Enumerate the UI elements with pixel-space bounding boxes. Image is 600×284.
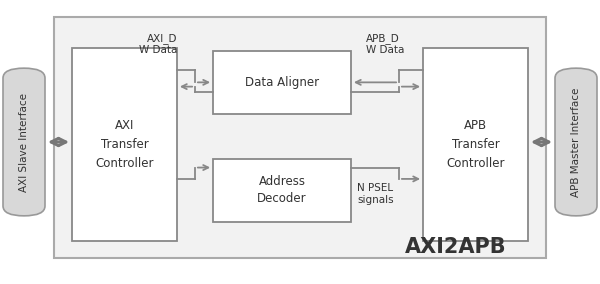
Text: AXI2APB: AXI2APB bbox=[405, 237, 507, 257]
Bar bbox=[423, 48, 528, 241]
Text: Data Aligner: Data Aligner bbox=[245, 76, 319, 89]
Bar bbox=[54, 17, 546, 258]
FancyBboxPatch shape bbox=[555, 68, 597, 216]
Text: Address
Decoder: Address Decoder bbox=[257, 175, 307, 205]
Text: AXI_D
W Data: AXI_D W Data bbox=[139, 33, 177, 55]
Text: APB
Transfer
Controller: APB Transfer Controller bbox=[446, 119, 505, 170]
Bar bbox=[213, 159, 351, 222]
Text: AXI
Transfer
Controller: AXI Transfer Controller bbox=[95, 119, 154, 170]
Text: N PSEL
signals: N PSEL signals bbox=[357, 183, 394, 205]
Text: APB Master Interface: APB Master Interface bbox=[571, 87, 581, 197]
Bar bbox=[72, 48, 177, 241]
Text: AXI Slave Interface: AXI Slave Interface bbox=[19, 93, 29, 191]
Text: APB_D
W Data: APB_D W Data bbox=[366, 33, 404, 55]
Bar bbox=[213, 51, 351, 114]
FancyBboxPatch shape bbox=[3, 68, 45, 216]
